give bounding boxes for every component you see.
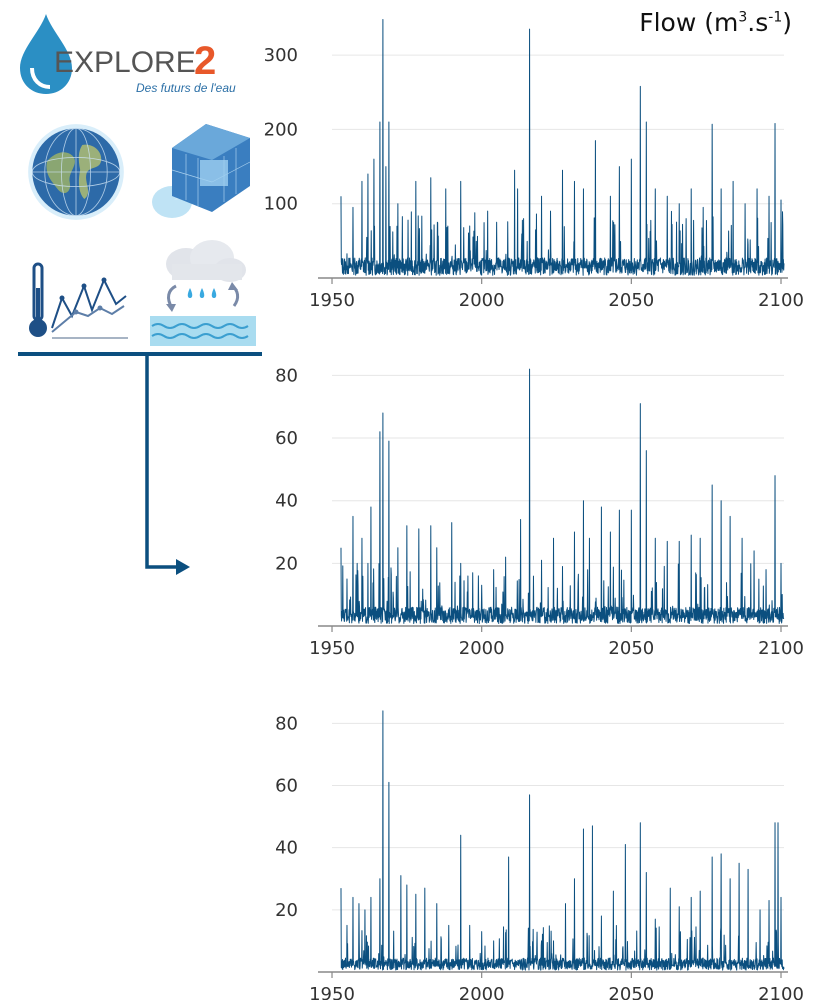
- x-tick-label: 1950: [309, 290, 355, 310]
- y-tick-label: 20: [275, 553, 298, 574]
- y-tick-label: 300: [264, 45, 298, 66]
- globe-icon: [28, 124, 124, 220]
- climate-chart-icon: [29, 262, 128, 339]
- x-tick-label: 2100: [758, 290, 804, 310]
- x-tick-label: 2050: [608, 984, 654, 1000]
- flow-label-sup2: -1: [768, 9, 783, 26]
- flow-chart-3: 20 40 60 80 1950 2000 2050 2100: [275, 710, 804, 1000]
- flow-label-prefix: Flow (m: [639, 8, 739, 37]
- flow-unit-label: Flow (m3.s-1): [639, 8, 792, 37]
- x-tick-label: 2000: [459, 638, 505, 659]
- y-tick-label: 100: [264, 194, 298, 215]
- flow-label-sup1: 3: [738, 9, 748, 26]
- flow-series-line: [340, 368, 785, 624]
- y-tick-label: 40: [275, 491, 298, 512]
- flow-label-mid: .s: [747, 8, 769, 37]
- flow-label-suffix: ): [782, 8, 792, 37]
- x-tick-label: 2000: [459, 290, 505, 310]
- logo-digit: 2: [194, 39, 216, 83]
- flow-chart-1: 100 200 300 1950 2000 2050 2100: [264, 18, 804, 310]
- y-tick-label: 200: [264, 119, 298, 140]
- logo-name: EXPLORE: [54, 46, 196, 79]
- x-tick-label: 2050: [608, 290, 654, 310]
- y-tick-label: 60: [275, 775, 298, 796]
- x-tick-label: 2050: [608, 638, 654, 659]
- x-tick-label: 1950: [309, 638, 355, 659]
- explore2-logo: EXPLORE 2 Des futurs de l'eau: [20, 14, 236, 95]
- x-tick-label: 2100: [758, 638, 804, 659]
- x-tick-label: 1950: [309, 984, 355, 1000]
- flow-chart-2: 20 40 60 80 1950 2000 2050 2100: [275, 365, 804, 659]
- y-tick-label: 80: [275, 713, 298, 734]
- connector-arrow-line: [145, 354, 176, 569]
- flow-series-line: [340, 18, 785, 276]
- flow-series-line: [340, 710, 785, 971]
- y-tick-label: 40: [275, 838, 298, 859]
- flow-connector: [18, 352, 262, 575]
- x-tick-label: 2100: [758, 984, 804, 1000]
- hydrology-rain-icon: [150, 240, 256, 346]
- x-tick-label: 2000: [459, 984, 505, 1000]
- y-tick-label: 20: [275, 900, 298, 921]
- y-tick-label: 60: [275, 428, 298, 449]
- logo-tagline: Des futurs de l'eau: [136, 81, 236, 95]
- regional-model-icon: [152, 124, 251, 218]
- y-tick-label: 80: [275, 365, 298, 386]
- arrow-head-icon: [176, 559, 190, 575]
